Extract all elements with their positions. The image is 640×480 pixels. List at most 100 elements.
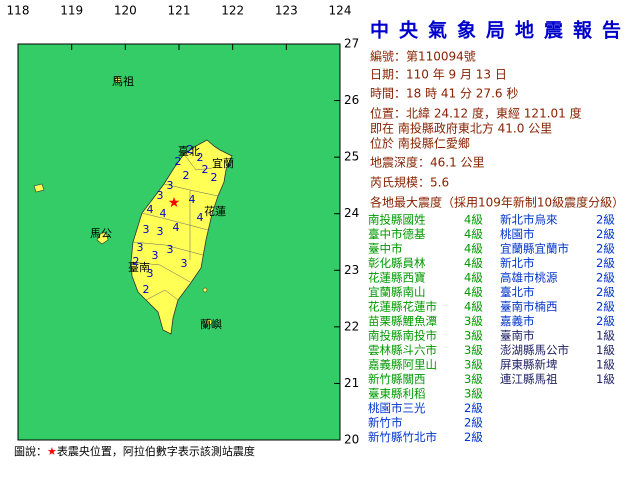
- station-name: 高雄市桃源: [500, 271, 558, 285]
- station-level: 1級: [596, 358, 615, 372]
- station-name: 臺南市: [500, 329, 535, 343]
- station-intensity: 2: [175, 155, 182, 168]
- epicenter-star: ★: [168, 195, 181, 211]
- place-label: 臺南: [128, 260, 150, 274]
- report-title: 中央氣象局地震報告: [370, 19, 631, 42]
- legend-part: ★: [47, 445, 57, 458]
- station-name: 嘉義市: [500, 314, 535, 328]
- lat-label: 22: [344, 319, 359, 333]
- station-intensity: 4: [173, 221, 180, 234]
- station-intensity: 2: [211, 171, 218, 184]
- lat-label: 21: [344, 376, 359, 390]
- station-name: 新竹縣關西: [368, 372, 426, 386]
- station-level: 2級: [596, 314, 615, 328]
- station-intensity: 2: [187, 143, 194, 156]
- report-line: 編號：第110094號: [370, 49, 476, 64]
- station-name: 南投縣國姓: [368, 213, 426, 227]
- station-intensity: 3: [157, 189, 164, 202]
- legend: 圖說：★表震央位置，阿拉伯數字表示該測站震度: [14, 444, 255, 458]
- station-level: 4級: [464, 285, 483, 299]
- station-level: 3級: [464, 343, 483, 357]
- taiwan-island: [130, 139, 233, 335]
- station-level: 4級: [464, 256, 483, 270]
- station-name: 花蓮縣花蓮市: [368, 300, 437, 314]
- station-name: 宜蘭縣宜蘭市: [500, 242, 569, 256]
- station-name: 南投縣南投市: [368, 329, 437, 343]
- station-level: 3級: [464, 372, 483, 386]
- station-name: 臺北市: [500, 285, 535, 299]
- station-level: 1級: [596, 329, 615, 343]
- station-level: 3級: [464, 358, 483, 372]
- station-level: 2級: [464, 401, 483, 415]
- lat-label: 24: [344, 206, 359, 220]
- station-name: 新北市: [500, 256, 535, 270]
- report-line: 芮氏規模：5.6: [370, 175, 449, 190]
- station-level: 2級: [464, 416, 483, 430]
- place-label: 蘭嶼: [200, 317, 222, 331]
- lon-label: 119: [60, 4, 83, 18]
- kinmen: [33, 183, 45, 193]
- station-name: 臺南市楠西: [500, 300, 558, 314]
- station-level: 3級: [464, 314, 483, 328]
- station-level: 2級: [596, 213, 615, 227]
- station-level: 4級: [464, 213, 483, 227]
- lat-label: 25: [344, 150, 359, 164]
- lon-label: 124: [329, 4, 352, 18]
- station-level: 3級: [464, 329, 483, 343]
- station-name: 苗栗縣鯉魚潭: [368, 314, 437, 328]
- station-level: 2級: [596, 285, 615, 299]
- place-label: 馬祖: [112, 74, 134, 88]
- station-intensity: 2: [202, 163, 209, 176]
- county-borders: [130, 153, 219, 301]
- station-intensity: 4: [147, 203, 154, 216]
- station-name: 雲林縣斗六市: [368, 343, 437, 357]
- station-intensity: 2: [143, 283, 150, 296]
- report-line: 位置：北緯 24.12 度，東經 121.01 度: [370, 106, 582, 121]
- lat-label: 20: [344, 433, 359, 447]
- station-level: 2級: [596, 242, 615, 256]
- station-name: 桃園市: [500, 227, 535, 241]
- station-name: 新竹市: [368, 416, 403, 430]
- station-name: 宜蘭縣南山: [368, 285, 426, 299]
- station-name: 臺中市德基: [368, 227, 426, 241]
- station-intensity: 3: [157, 225, 164, 238]
- station-name: 臺東縣利稻: [368, 387, 426, 401]
- station-level: 2級: [596, 227, 615, 241]
- report-line: 時間：18 時 41 分 27.6 秒: [370, 87, 518, 101]
- station-name: 彰化縣員林: [368, 256, 426, 270]
- place-label: 宜蘭: [212, 156, 234, 170]
- station-name: 桃園市三光: [368, 401, 426, 415]
- station-level: 4級: [464, 271, 483, 285]
- station-name: 屏東縣新埤: [500, 358, 558, 372]
- station-intensity: 3: [167, 179, 174, 192]
- green-island: [202, 287, 208, 293]
- station-intensity: 2: [183, 169, 190, 182]
- station-level: 4級: [464, 227, 483, 241]
- station-level: 4級: [464, 242, 483, 256]
- lanyu: [205, 318, 213, 326]
- penghu: [96, 231, 109, 245]
- report-line: 日期：110 年 9 月 13 日: [370, 68, 507, 82]
- station-name: 臺中市: [368, 242, 403, 256]
- lon-label: 123: [275, 4, 298, 18]
- legend-part: 表震央位置，阿拉伯數字表示該測站震度: [57, 444, 255, 458]
- station-level: 2級: [596, 271, 615, 285]
- station-intensity: 3: [137, 241, 144, 254]
- station-name: 連江縣馬祖: [500, 372, 558, 386]
- station-name: 新北市烏來: [500, 213, 558, 227]
- report-line: 即在 南投縣政府東北方 41.0 公里: [370, 121, 552, 136]
- report-line: 各地最大震度（採用109年新制10級震度分級）: [370, 195, 624, 210]
- station-level: 2級: [596, 300, 615, 314]
- station-intensity: 4: [189, 193, 196, 206]
- station-name: 新竹縣竹北市: [368, 430, 437, 444]
- lon-label: 118: [7, 4, 30, 18]
- station-level: 2級: [596, 256, 615, 270]
- lon-label: 121: [168, 4, 191, 18]
- station-intensity: 2: [133, 255, 140, 268]
- station-name: 嘉義縣阿里山: [368, 358, 437, 372]
- matsu: [114, 76, 122, 84]
- place-label: 馬公: [90, 227, 112, 240]
- place-label: 花蓮: [204, 204, 226, 218]
- lat-label: 23: [344, 263, 359, 277]
